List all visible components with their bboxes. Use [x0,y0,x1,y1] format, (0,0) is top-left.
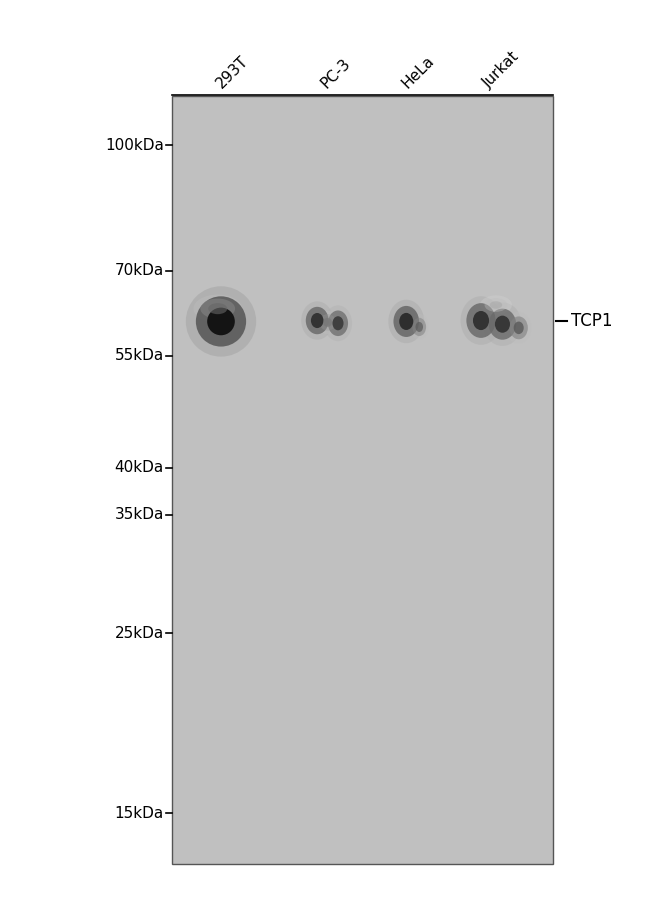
Ellipse shape [399,313,413,330]
Ellipse shape [484,298,508,312]
Ellipse shape [208,303,227,314]
Text: Jurkat: Jurkat [480,49,522,91]
Ellipse shape [393,306,419,337]
Text: 15kDa: 15kDa [114,806,164,821]
Ellipse shape [316,311,339,334]
Ellipse shape [306,307,329,335]
Ellipse shape [324,305,352,341]
Text: PC-3: PC-3 [318,56,353,91]
Ellipse shape [473,311,489,330]
Text: 55kDa: 55kDa [114,348,164,363]
Ellipse shape [483,303,522,345]
Text: 35kDa: 35kDa [114,507,164,523]
Ellipse shape [489,309,516,340]
Text: HeLa: HeLa [399,53,437,91]
Ellipse shape [207,308,235,335]
Ellipse shape [495,315,510,333]
Ellipse shape [186,286,256,356]
Ellipse shape [514,322,524,335]
Text: TCP1: TCP1 [571,313,612,331]
Ellipse shape [412,318,426,336]
Ellipse shape [319,314,336,331]
Ellipse shape [301,302,333,340]
Text: 70kDa: 70kDa [114,263,164,278]
Bar [172,96,552,864]
Ellipse shape [489,302,502,309]
Ellipse shape [194,294,242,323]
Text: 25kDa: 25kDa [114,626,164,641]
Ellipse shape [415,322,423,332]
Ellipse shape [510,316,528,339]
Ellipse shape [461,296,501,345]
Ellipse shape [388,300,424,343]
Text: 293T: 293T [214,54,252,91]
Text: 40kDa: 40kDa [114,461,164,475]
Ellipse shape [323,318,332,327]
Ellipse shape [332,316,344,330]
Text: 100kDa: 100kDa [105,138,164,153]
Ellipse shape [506,312,532,344]
Ellipse shape [467,303,495,338]
Ellipse shape [311,313,324,328]
Ellipse shape [196,296,246,346]
Ellipse shape [480,295,512,314]
Ellipse shape [328,311,348,336]
Ellipse shape [200,299,235,319]
Ellipse shape [410,314,429,340]
